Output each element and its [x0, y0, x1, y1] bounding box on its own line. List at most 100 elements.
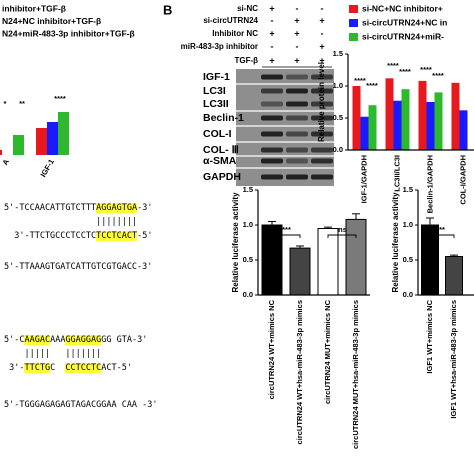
y-tick-label: 0.5 — [333, 113, 343, 122]
x-tick-label: circUTRN24 WT+mimics NC — [267, 299, 276, 399]
bar — [47, 122, 58, 155]
sequence-highlight: TTCTG — [24, 363, 51, 373]
panel-label: B — [163, 2, 172, 17]
blot-band — [261, 115, 283, 121]
sequence-text: 5'-TCCAACATTGTCTTT — [4, 203, 97, 213]
condition-sign: + — [319, 15, 324, 25]
protein-label: LC3I — [203, 85, 226, 97]
bar — [459, 110, 468, 150]
condition-sign: - — [321, 28, 324, 38]
bar — [289, 247, 311, 296]
x-tick-label: LC3II/LC3I — [392, 155, 401, 192]
bar — [13, 135, 24, 155]
x-tick-label: A — [0, 157, 11, 167]
condition-label: si-NC — [237, 4, 258, 13]
blot-band — [286, 74, 308, 80]
x-tick-label: IGF1 WT+hsa-miR-483-3p mimics — [449, 300, 458, 419]
sequence-highlight: AGGAGTGA — [96, 203, 138, 213]
blot-band — [286, 115, 308, 121]
sequence-highlight: GGAGGAG — [65, 335, 102, 345]
bar — [451, 82, 460, 150]
legend-marker — [349, 19, 358, 27]
sequence-line: 5'-TGGGAGAGAGTAGACGGAA CAA -3' — [4, 400, 158, 411]
sequence-text: 3'-TTCTGCCCTCCTC — [14, 231, 97, 241]
legend-label: inhibitor+TGF-β — [2, 3, 66, 13]
sequence-text: 5'-C — [4, 335, 25, 345]
y-tick-label: 0.5 — [243, 255, 253, 264]
condition-label: si-circUTRN24 — [203, 16, 258, 25]
sequence-highlight: TCCTCACT — [96, 231, 138, 241]
blot-band — [311, 158, 333, 164]
sequence-text: GG GTA-3' — [101, 335, 148, 345]
blot-band — [286, 88, 308, 94]
x-tick-label: COL-I/GAPDH — [458, 155, 467, 205]
blot-band — [311, 147, 333, 153]
sequence-text: C — [50, 363, 56, 373]
condition-sign: - — [271, 15, 274, 25]
sequence-line: 3'-TTCTGC CCTCCTCACT-5' — [4, 363, 132, 374]
sequence-text: 5'-TGGGAGAGAGTAGACGGAA CAA -3' — [4, 400, 158, 410]
y-axis-label: Relative luciferase activity — [231, 192, 240, 293]
error-bar — [352, 213, 360, 220]
bar — [426, 102, 435, 150]
error-bar — [324, 226, 332, 229]
y-tick-label: 1.5 — [243, 185, 253, 194]
sequence-highlight: AAGAC — [24, 335, 51, 345]
error-bar — [426, 217, 434, 225]
blot-band — [286, 174, 308, 180]
y-tick-label: 1.0 — [403, 220, 413, 229]
sequence-line: 5'-CAAGACAAAGGAGGAGGG GTA-3' — [4, 335, 147, 346]
significance-label: *** — [282, 225, 291, 234]
bar — [0, 150, 2, 155]
significance-label: **** — [399, 67, 411, 76]
sequence-text: ||||||| — [65, 349, 102, 359]
condition-sign: + — [294, 15, 299, 25]
blot-band — [261, 101, 283, 107]
blot-band — [261, 158, 283, 164]
condition-sign: + — [269, 28, 274, 38]
condition-label: Inhibitor NC — [212, 29, 258, 38]
sequence-line: |||||||| — [4, 217, 137, 228]
significance-label: **** — [387, 61, 399, 70]
y-axis-label: Relative protein level — [317, 62, 326, 142]
sequence-panel: 5'-TCCAACATTGTCTTTAGGAGTGA-3' |||||||| 3'-… — [4, 0, 204, 474]
significance-label: ** — [439, 225, 445, 234]
condition-label: miR-483-3p inhibitor — [181, 42, 258, 51]
significance-bracket — [271, 234, 301, 238]
protein-label: α-SMA — [203, 155, 237, 167]
protein-label: Beclin-1 — [203, 112, 244, 124]
blot-band — [261, 147, 283, 153]
y-tick-label: 0.0 — [333, 145, 343, 154]
legend-marker — [349, 33, 358, 41]
bar — [345, 218, 367, 296]
significance-label: **** — [54, 94, 66, 103]
blot-band — [311, 74, 333, 80]
x-tick-label: circUTRN24 MUT+hsa-miR-483-3p mimics — [351, 300, 360, 449]
legend-label: si-circUTRN24+NC in — [362, 17, 447, 27]
x-tick-label: IGF1 WT+mimics NC — [425, 299, 434, 373]
bar — [385, 78, 394, 150]
error-bar — [296, 245, 304, 249]
bar — [434, 92, 443, 150]
x-tick-label: Beclin-1/GAPDH — [425, 155, 434, 213]
error-bar — [268, 221, 276, 225]
protein-label: IGF-1 — [203, 71, 230, 83]
blot-band — [261, 74, 283, 80]
bar — [401, 89, 410, 150]
blot-band — [311, 101, 333, 107]
legend-label: si-NC+NC inhibitor+ — [362, 3, 443, 13]
bar — [418, 80, 427, 150]
sequence-text: 3'- — [9, 363, 25, 373]
y-tick-label: 1.0 — [243, 220, 253, 229]
significance-label: **** — [420, 65, 432, 74]
condition-sign: - — [296, 3, 299, 13]
sequence-text: -5' — [137, 231, 153, 241]
condition-sign: - — [296, 41, 299, 51]
y-tick-label: 0.0 — [243, 290, 253, 299]
condition-sign: - — [271, 41, 274, 51]
sequence-line: ||||| ||||||| — [4, 349, 101, 360]
blot-band — [286, 131, 308, 137]
protein-label: LC3II — [203, 98, 229, 110]
condition-sign: + — [294, 28, 299, 38]
